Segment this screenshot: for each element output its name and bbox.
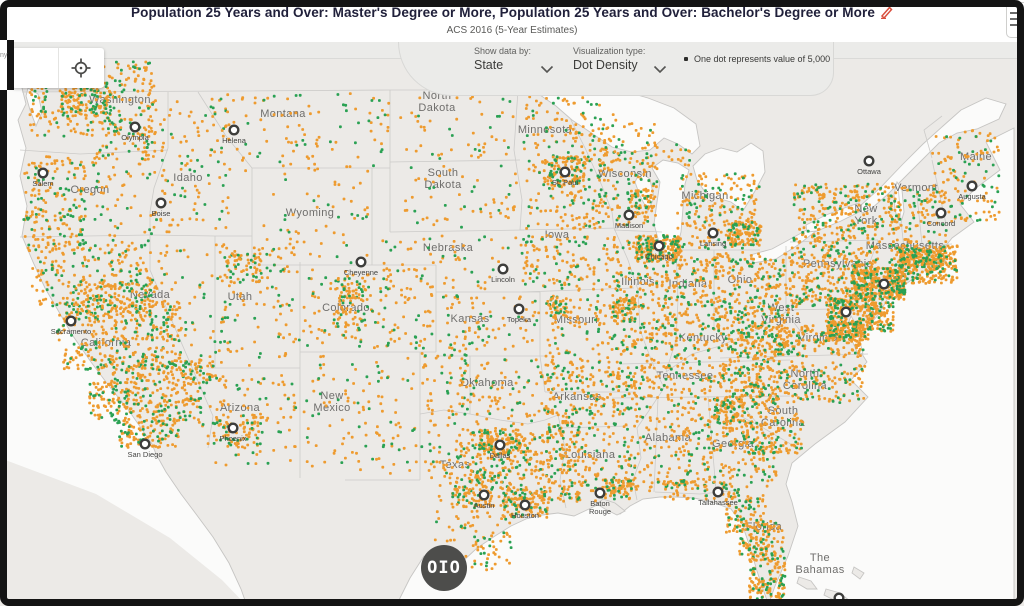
state-label: Iowa — [545, 229, 570, 241]
state-label: Missouri — [554, 314, 598, 326]
map-title: Population 25 Years and Over: Master's D… — [131, 5, 875, 20]
visualization-type-label: Visualization type: — [573, 46, 646, 56]
city-label: Chicago — [645, 252, 673, 261]
city-marker[interactable] — [513, 303, 525, 315]
city-marker[interactable] — [355, 256, 367, 268]
state-label: Nebraska — [423, 242, 474, 254]
city-marker[interactable] — [707, 227, 719, 239]
city-label: Madison — [615, 221, 643, 230]
city-label: Dallas — [490, 451, 511, 460]
city-label: Cheyenne — [344, 268, 378, 277]
city-label: Augusta — [958, 192, 986, 201]
city-label: Austin — [474, 501, 495, 510]
city-marker[interactable] — [878, 278, 890, 290]
dot-density-dots — [22, 60, 1001, 601]
state-label: Wyoming — [286, 207, 335, 219]
badge-text: OIO — [427, 558, 461, 578]
recorder-badge: OIO — [421, 545, 467, 591]
city-label: Tallahassee — [698, 498, 738, 507]
peek-text: ny — [0, 52, 8, 59]
city-marker[interactable] — [129, 121, 141, 133]
city-label: Concord — [927, 219, 955, 228]
city-label: Lansing — [700, 239, 726, 248]
city-label: St. Paul — [552, 178, 579, 187]
background-page-sliver: ny — [0, 40, 14, 90]
state-label: Vermont — [894, 182, 938, 194]
us-dot-density-map[interactable]: WashingtonMontanaNorthDakotaMinnesotaMai… — [0, 56, 1024, 606]
city-label: Helena — [222, 136, 247, 145]
city-marker[interactable] — [478, 489, 490, 501]
city-marker[interactable] — [139, 438, 151, 450]
city-marker[interactable] — [37, 167, 49, 179]
state-label: Arizona — [220, 402, 261, 414]
locate-button[interactable] — [57, 48, 105, 88]
state-label: Dakota — [418, 102, 456, 114]
menu-button[interactable] — [1006, 2, 1024, 38]
city-label: Phoenix — [219, 434, 246, 443]
city-marker[interactable] — [65, 315, 77, 327]
city-label: Salem — [32, 179, 53, 188]
state-label: South — [428, 167, 459, 179]
legend-dot-icon — [684, 57, 688, 61]
hamburger-icon — [1007, 12, 1024, 26]
city-label: Ottawa — [857, 167, 882, 176]
state-label: Oklahoma — [460, 377, 514, 389]
header: Population 25 Years and Over: Master's D… — [0, 0, 1024, 42]
toolbar-control-pod — [398, 42, 834, 96]
dot-legend: One dot represents value of 5,000 — [684, 54, 830, 64]
city-marker[interactable] — [559, 166, 571, 178]
city-marker[interactable] — [497, 263, 509, 275]
legend-text: One dot represents value of 5,000 — [694, 54, 831, 64]
chevron-down-icon[interactable] — [653, 61, 667, 79]
city-label: Topeka — [507, 315, 532, 324]
state-label: Idaho — [173, 172, 203, 184]
map-tools-box — [12, 48, 104, 88]
city-marker[interactable] — [833, 592, 845, 604]
page-title-row: Population 25 Years and Over: Master's D… — [0, 5, 1024, 22]
edit-title-pencil-icon[interactable] — [879, 5, 893, 22]
city-marker[interactable] — [228, 124, 240, 136]
state-label: York — [854, 215, 877, 227]
city-label: Olympia — [121, 133, 149, 142]
city-marker[interactable] — [227, 422, 239, 434]
city-marker[interactable] — [155, 197, 167, 209]
show-data-by-label: Show data by: — [474, 46, 532, 56]
city-marker[interactable] — [840, 306, 852, 318]
state-label: Alabama — [645, 432, 692, 444]
chevron-down-icon[interactable] — [540, 61, 554, 79]
city-marker[interactable] — [966, 180, 978, 192]
map-subtitle: ACS 2016 (5-Year Estimates) — [446, 25, 578, 36]
state-label: New — [320, 390, 343, 402]
city-label: Sacramento — [51, 327, 91, 336]
city-label: Baton — [590, 499, 610, 508]
city-label: Lincoln — [491, 275, 515, 284]
city-marker[interactable] — [519, 499, 531, 511]
state-label: Mexico — [313, 402, 350, 414]
city-marker[interactable] — [863, 155, 875, 167]
city-label: Houston — [511, 511, 539, 520]
show-data-by-select[interactable]: State — [474, 58, 504, 72]
city-marker[interactable] — [935, 207, 947, 219]
city-marker[interactable] — [594, 487, 606, 499]
city-marker[interactable] — [494, 439, 506, 451]
city-marker[interactable] — [623, 209, 635, 221]
city-marker[interactable] — [712, 486, 724, 498]
city-label: Boise — [152, 209, 171, 218]
state-label: The — [810, 552, 830, 564]
state-label: Minnesota — [518, 124, 573, 136]
state-label: Montana — [260, 108, 306, 120]
city-label: Rouge — [589, 507, 611, 516]
map-tool-button[interactable] — [12, 48, 58, 88]
state-label: Bahamas — [795, 564, 844, 576]
city-label: San Diego — [127, 450, 162, 459]
city-marker[interactable] — [653, 240, 665, 252]
visualization-type-select[interactable]: Dot Density — [573, 58, 638, 72]
crosshair-icon — [71, 58, 91, 78]
